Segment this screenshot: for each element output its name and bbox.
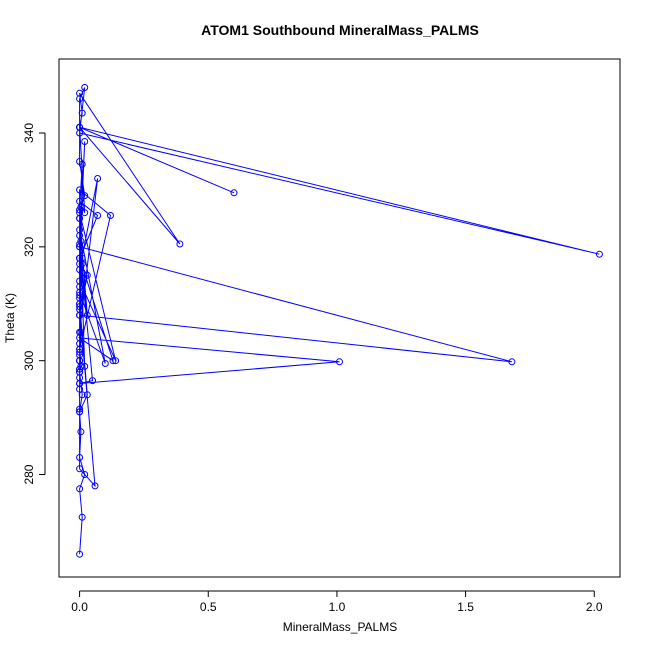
data-point [336, 358, 343, 366]
data-point [76, 277, 84, 285]
data-point [81, 138, 89, 145]
series-layer [76, 84, 603, 558]
data-point [76, 95, 84, 103]
x-axis-label: MineralMass_PALMS [283, 620, 397, 634]
data-point [78, 513, 86, 521]
x-tick-label: 1.5 [457, 600, 474, 614]
data-point [76, 123, 84, 131]
data-point [76, 374, 84, 382]
data-point [76, 328, 84, 336]
x-tick-label: 0.0 [71, 600, 88, 614]
data-point [101, 360, 109, 367]
data-point [78, 109, 86, 117]
series-line [77, 87, 600, 555]
data-point [76, 454, 84, 461]
data-point [76, 365, 84, 373]
data-point [89, 377, 96, 385]
data-point [76, 291, 84, 299]
data-point [76, 288, 84, 296]
y-tick-label: 300 [22, 350, 36, 370]
data-point [78, 254, 86, 262]
data-point [76, 465, 84, 473]
data-point [76, 357, 84, 365]
data-point [94, 212, 102, 219]
data-point [77, 428, 85, 436]
x-axis: 0.0 0.5 1.0 1.5 2.0 [71, 590, 603, 614]
data-point [76, 232, 84, 239]
data-point [595, 250, 603, 258]
data-point [76, 243, 84, 251]
data-point [107, 212, 114, 219]
data-point [76, 485, 84, 493]
plot-area-frame [58, 58, 621, 578]
data-point [76, 197, 84, 205]
y-tick-label: 280 [22, 464, 36, 484]
chart-title: ATOM1 Southbound MineralMass_PALMS [201, 22, 479, 38]
data-point [81, 192, 89, 200]
data-point [81, 362, 89, 370]
data-point [76, 348, 84, 356]
data-point [76, 405, 84, 413]
data-point [76, 206, 84, 214]
y-axis-label: Theta (K) [3, 293, 17, 343]
data-point [81, 471, 89, 478]
data-point [76, 186, 84, 194]
x-tick-label: 1.0 [329, 600, 346, 614]
data-point [94, 175, 102, 182]
data-point [76, 306, 84, 313]
data-point [76, 303, 84, 311]
data-point [230, 189, 238, 197]
data-point [78, 391, 86, 399]
y-tick-label: 320 [22, 237, 36, 257]
data-point [76, 345, 84, 353]
data-point [112, 357, 120, 365]
data-point [91, 482, 99, 490]
data-point [109, 357, 117, 365]
data-point [508, 358, 516, 366]
y-axis: 280 300 320 340 [22, 123, 46, 485]
data-point [81, 209, 89, 217]
data-point [76, 550, 84, 558]
data-point [176, 240, 184, 248]
data-point [78, 160, 86, 168]
data-point [76, 214, 84, 222]
x-tick-label: 2.0 [586, 600, 603, 614]
data-point [76, 385, 84, 393]
data-point [83, 311, 91, 319]
data-point [76, 260, 84, 268]
y-tick-label: 340 [22, 123, 36, 143]
data-point [76, 408, 84, 416]
data-point [81, 84, 89, 91]
data-point [83, 391, 91, 399]
x-tick-label: 0.5 [200, 600, 217, 614]
